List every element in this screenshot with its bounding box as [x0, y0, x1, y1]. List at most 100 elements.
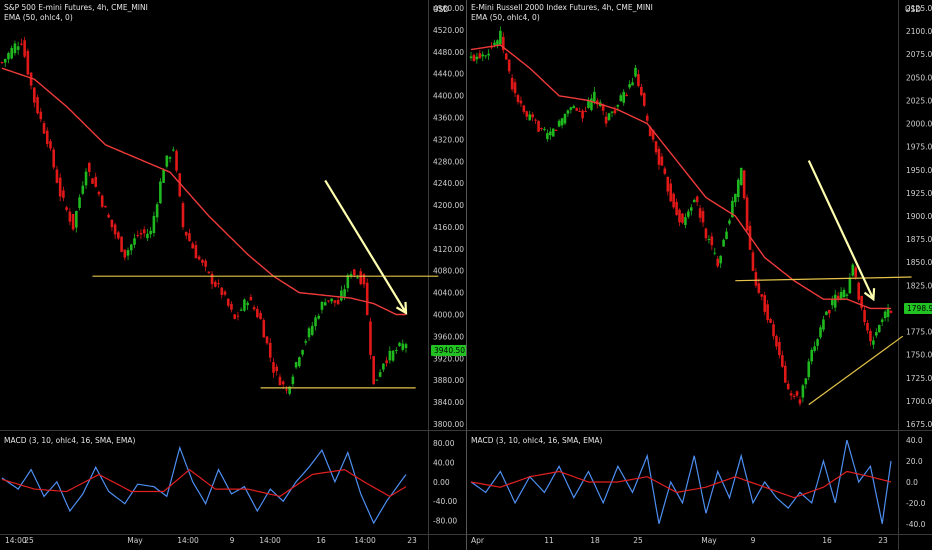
pane-divider[interactable]	[467, 430, 932, 431]
price-tick-label: 4400.00	[433, 92, 464, 101]
sp500-chart-panel[interactable]: S&P 500 E-mini Futures, 4h, CME_MINI EMA…	[0, 0, 469, 550]
candle-body	[239, 309, 243, 311]
price-tick-label: 4000.00	[433, 311, 464, 320]
candle-body	[320, 302, 324, 310]
price-tick-label: 1950.00	[906, 166, 932, 175]
candle-body	[651, 129, 655, 140]
candle-body	[572, 106, 576, 109]
pane-divider[interactable]	[0, 430, 466, 431]
last-price-tag: 1798.9	[904, 303, 932, 314]
candle-body	[272, 362, 275, 373]
ema-indicator-label[interactable]: EMA (50, ohlc4, 0)	[471, 13, 540, 22]
ema-line	[1, 67, 406, 316]
time-tick-label: 11	[544, 536, 554, 545]
price-tick-label: 2100.00	[906, 27, 932, 36]
price-tick-label: 3800.00	[433, 420, 464, 429]
support-line	[808, 335, 904, 406]
candle-body	[675, 201, 678, 216]
candle-body	[23, 40, 26, 57]
candle-body	[493, 42, 496, 45]
candle-body	[81, 185, 85, 194]
price-tick-label: 4040.00	[433, 289, 464, 298]
candle-body	[669, 183, 673, 202]
candle-body	[719, 255, 722, 264]
russell-chart-panel[interactable]: E-Mini Russell 2000 Index Futures, 4h, C…	[466, 0, 932, 550]
macd-indicator-label[interactable]: MACD (3, 10, ohlc4, 16, SMA, EMA)	[471, 436, 603, 445]
candle-body	[184, 231, 188, 236]
candle-body	[210, 273, 214, 285]
time-tick-label: 23	[878, 536, 888, 545]
candle-body	[42, 123, 46, 134]
candle-body	[619, 95, 623, 102]
candle-body	[713, 252, 717, 254]
candle-body	[481, 54, 485, 57]
candle-body	[291, 376, 295, 385]
candle-body	[648, 126, 652, 137]
candle-body	[854, 267, 858, 278]
trend-arrow-shaft	[324, 179, 407, 314]
candle-body	[754, 272, 758, 286]
candle-body	[268, 342, 272, 358]
candle-body	[642, 93, 646, 106]
candle-body	[822, 319, 825, 330]
candle-body	[631, 82, 634, 86]
candle-body	[510, 77, 514, 90]
candle-body	[375, 379, 379, 381]
candle-body	[830, 299, 834, 306]
price-tick-label: 4320.00	[433, 135, 464, 144]
candle-body	[725, 231, 728, 239]
price-tick-label: 4360.00	[433, 113, 464, 122]
time-tick-label: 25	[24, 536, 34, 545]
candle-body	[97, 191, 101, 195]
price-tick-label: 4200.00	[433, 201, 464, 210]
candle-body	[26, 50, 30, 75]
candle-body	[816, 339, 819, 346]
candle-body	[33, 87, 36, 103]
candle-body	[123, 249, 127, 258]
candle-body	[734, 193, 737, 203]
macd-tick-label: 40.0	[906, 436, 923, 445]
candle-body	[275, 366, 279, 372]
candle-body	[262, 320, 266, 338]
price-tick-label: 4080.00	[433, 267, 464, 276]
candle-body	[45, 130, 49, 145]
candle-body	[607, 113, 611, 121]
macd-tick-label: -80.00	[433, 517, 457, 526]
candle-body	[165, 155, 169, 167]
time-tick-label: 14:00	[354, 536, 376, 545]
candle-body	[65, 207, 68, 210]
candle-body	[519, 100, 523, 104]
candle-body	[692, 199, 696, 203]
candle-body	[220, 287, 224, 295]
candle-body	[575, 108, 579, 111]
candle-body	[478, 53, 482, 59]
candle-body	[569, 107, 573, 110]
candle-body	[401, 343, 405, 350]
candle-body	[126, 250, 130, 256]
price-tick-label: 4520.00	[433, 26, 464, 35]
price-chart-svg[interactable]: 1675.001700.001725.001750.001775.001800.…	[467, 0, 932, 550]
candle-body	[798, 399, 802, 404]
candle-body	[645, 115, 649, 121]
candle-body	[472, 54, 476, 62]
candle-body	[288, 386, 291, 394]
candle-body	[549, 131, 552, 136]
candle-body	[201, 259, 204, 263]
candle-body	[496, 40, 499, 45]
candle-body	[499, 30, 502, 45]
candle-body	[340, 290, 343, 301]
candle-body	[152, 215, 156, 234]
candle-body	[58, 177, 62, 197]
candle-body	[789, 393, 793, 396]
ema-indicator-label[interactable]: EMA (50, ohlc4, 0)	[4, 13, 73, 22]
candle-body	[188, 233, 191, 242]
candle-body	[860, 295, 863, 308]
macd-tick-label: 0.00	[433, 478, 450, 487]
candle-body	[666, 176, 670, 192]
candle-body	[175, 150, 178, 171]
time-tick-label: 25	[633, 536, 643, 545]
candle-body	[352, 269, 356, 276]
candle-body	[382, 363, 385, 370]
macd-indicator-label[interactable]: MACD (3, 10, ohlc4, 16, SMA, EMA)	[4, 436, 136, 445]
price-chart-svg[interactable]: 3800.00 3840.00 3880.00 3920.00 3960.00 4000.…	[0, 0, 466, 550]
